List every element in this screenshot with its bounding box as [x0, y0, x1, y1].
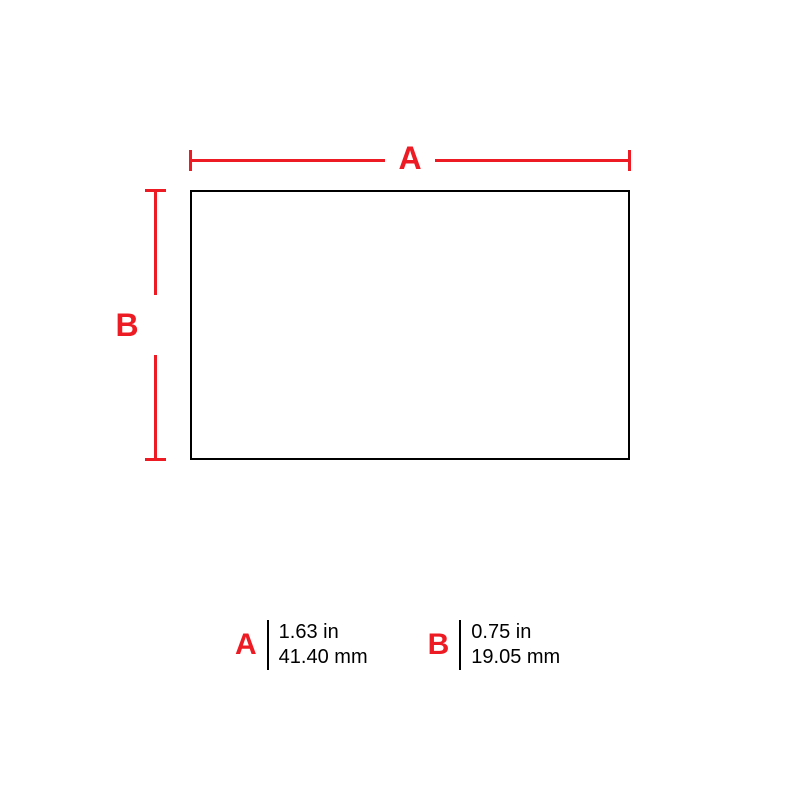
dim-b-line-bottom: [154, 355, 157, 460]
legend-divider: [267, 620, 269, 670]
legend-item-b: B 0.75 in 19.05 mm: [428, 620, 561, 670]
dim-a-cap-left: [189, 150, 192, 171]
legend-letter-a: A: [235, 628, 267, 662]
legend-a-mm: 41.40 mm: [279, 645, 368, 670]
label-rectangle: [190, 190, 630, 460]
dimension-legend: A 1.63 in 41.40 mm B 0.75 in 19.05 mm: [235, 620, 560, 670]
legend-letter-b: B: [428, 628, 460, 662]
legend-b-inches: 0.75 in: [471, 620, 560, 645]
dim-b-cap-bottom: [145, 458, 166, 461]
dimension-diagram: A B A 1.63 in 41.40 mm B 0.75 in 19.05 m…: [0, 0, 800, 800]
dim-a-line-right: [435, 159, 630, 162]
legend-values-a: 1.63 in 41.40 mm: [279, 620, 368, 670]
dim-b-line-top: [154, 190, 157, 295]
dim-a-cap-right: [628, 150, 631, 171]
legend-divider: [459, 620, 461, 670]
dim-a-line-left: [190, 159, 385, 162]
legend-b-mm: 19.05 mm: [471, 645, 560, 670]
legend-values-b: 0.75 in 19.05 mm: [471, 620, 560, 670]
dim-a-label: A: [395, 140, 425, 177]
legend-a-inches: 1.63 in: [279, 620, 368, 645]
legend-item-a: A 1.63 in 41.40 mm: [235, 620, 368, 670]
dim-b-cap-top: [145, 189, 166, 192]
dim-b-label: B: [112, 307, 142, 344]
